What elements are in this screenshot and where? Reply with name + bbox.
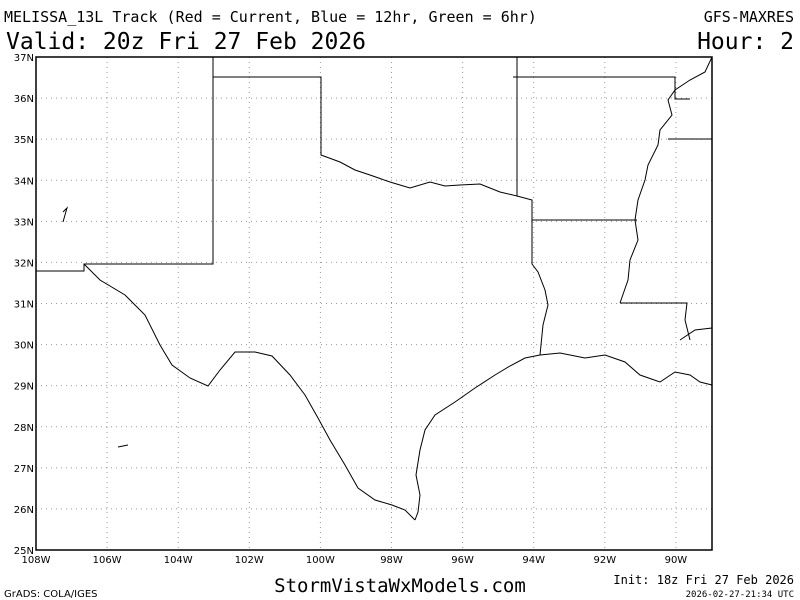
lon-label: 90W <box>665 555 688 566</box>
lon-label: 102W <box>235 555 264 566</box>
lon-label: 106W <box>93 555 122 566</box>
lake <box>62 206 69 223</box>
island <box>117 444 129 448</box>
init-time: Init: 18z Fri 27 Feb 2026 <box>613 573 794 587</box>
lat-label: 27N <box>14 464 34 475</box>
lat-label: 32N <box>14 258 34 269</box>
lat-label: 30N <box>14 341 34 352</box>
lat-label: 35N <box>14 135 34 146</box>
coastline <box>679 327 713 341</box>
lon-label: 94W <box>522 555 545 566</box>
lat-label: 29N <box>14 382 34 393</box>
credit: GrADS: COLA/IGES <box>4 589 98 600</box>
title: MELISSA_13L Track (Red = Current, Blue =… <box>4 8 537 26</box>
lon-label: 96W <box>451 555 474 566</box>
lon-label: 92W <box>593 555 616 566</box>
state-border <box>36 57 214 272</box>
website: StormVistaWxModels.com <box>274 575 526 597</box>
model-name: GFS-MAXRES <box>704 8 794 26</box>
lat-label: 33N <box>14 217 34 228</box>
coastline <box>539 352 713 386</box>
lat-label: 31N <box>14 300 34 311</box>
lon-label: 108W <box>22 555 51 566</box>
map-frame <box>35 56 713 551</box>
state-border <box>620 302 691 341</box>
lat-label: 37N <box>14 53 34 64</box>
lat-label: 26N <box>14 505 34 516</box>
valid-time: Valid: 20z Fri 27 Feb 2026 <box>6 29 366 55</box>
lon-label: 100W <box>306 555 335 566</box>
river-border <box>619 56 713 304</box>
timestamp: 2026-02-27-21:34 UTC <box>686 590 794 600</box>
coastline <box>414 354 541 521</box>
lat-label: 36N <box>14 94 34 105</box>
graticule <box>36 57 712 550</box>
lat-label: 25N <box>14 546 34 557</box>
lat-label: 28N <box>14 423 34 434</box>
state-border <box>513 76 690 100</box>
lon-label: 104W <box>164 555 193 566</box>
state-border <box>516 195 549 356</box>
lon-label: 98W <box>380 555 403 566</box>
state-border <box>213 57 518 197</box>
forecast-hour: Hour: 2 <box>697 29 794 55</box>
lat-label: 34N <box>14 176 34 187</box>
river-border <box>83 263 416 521</box>
borders <box>36 56 713 521</box>
